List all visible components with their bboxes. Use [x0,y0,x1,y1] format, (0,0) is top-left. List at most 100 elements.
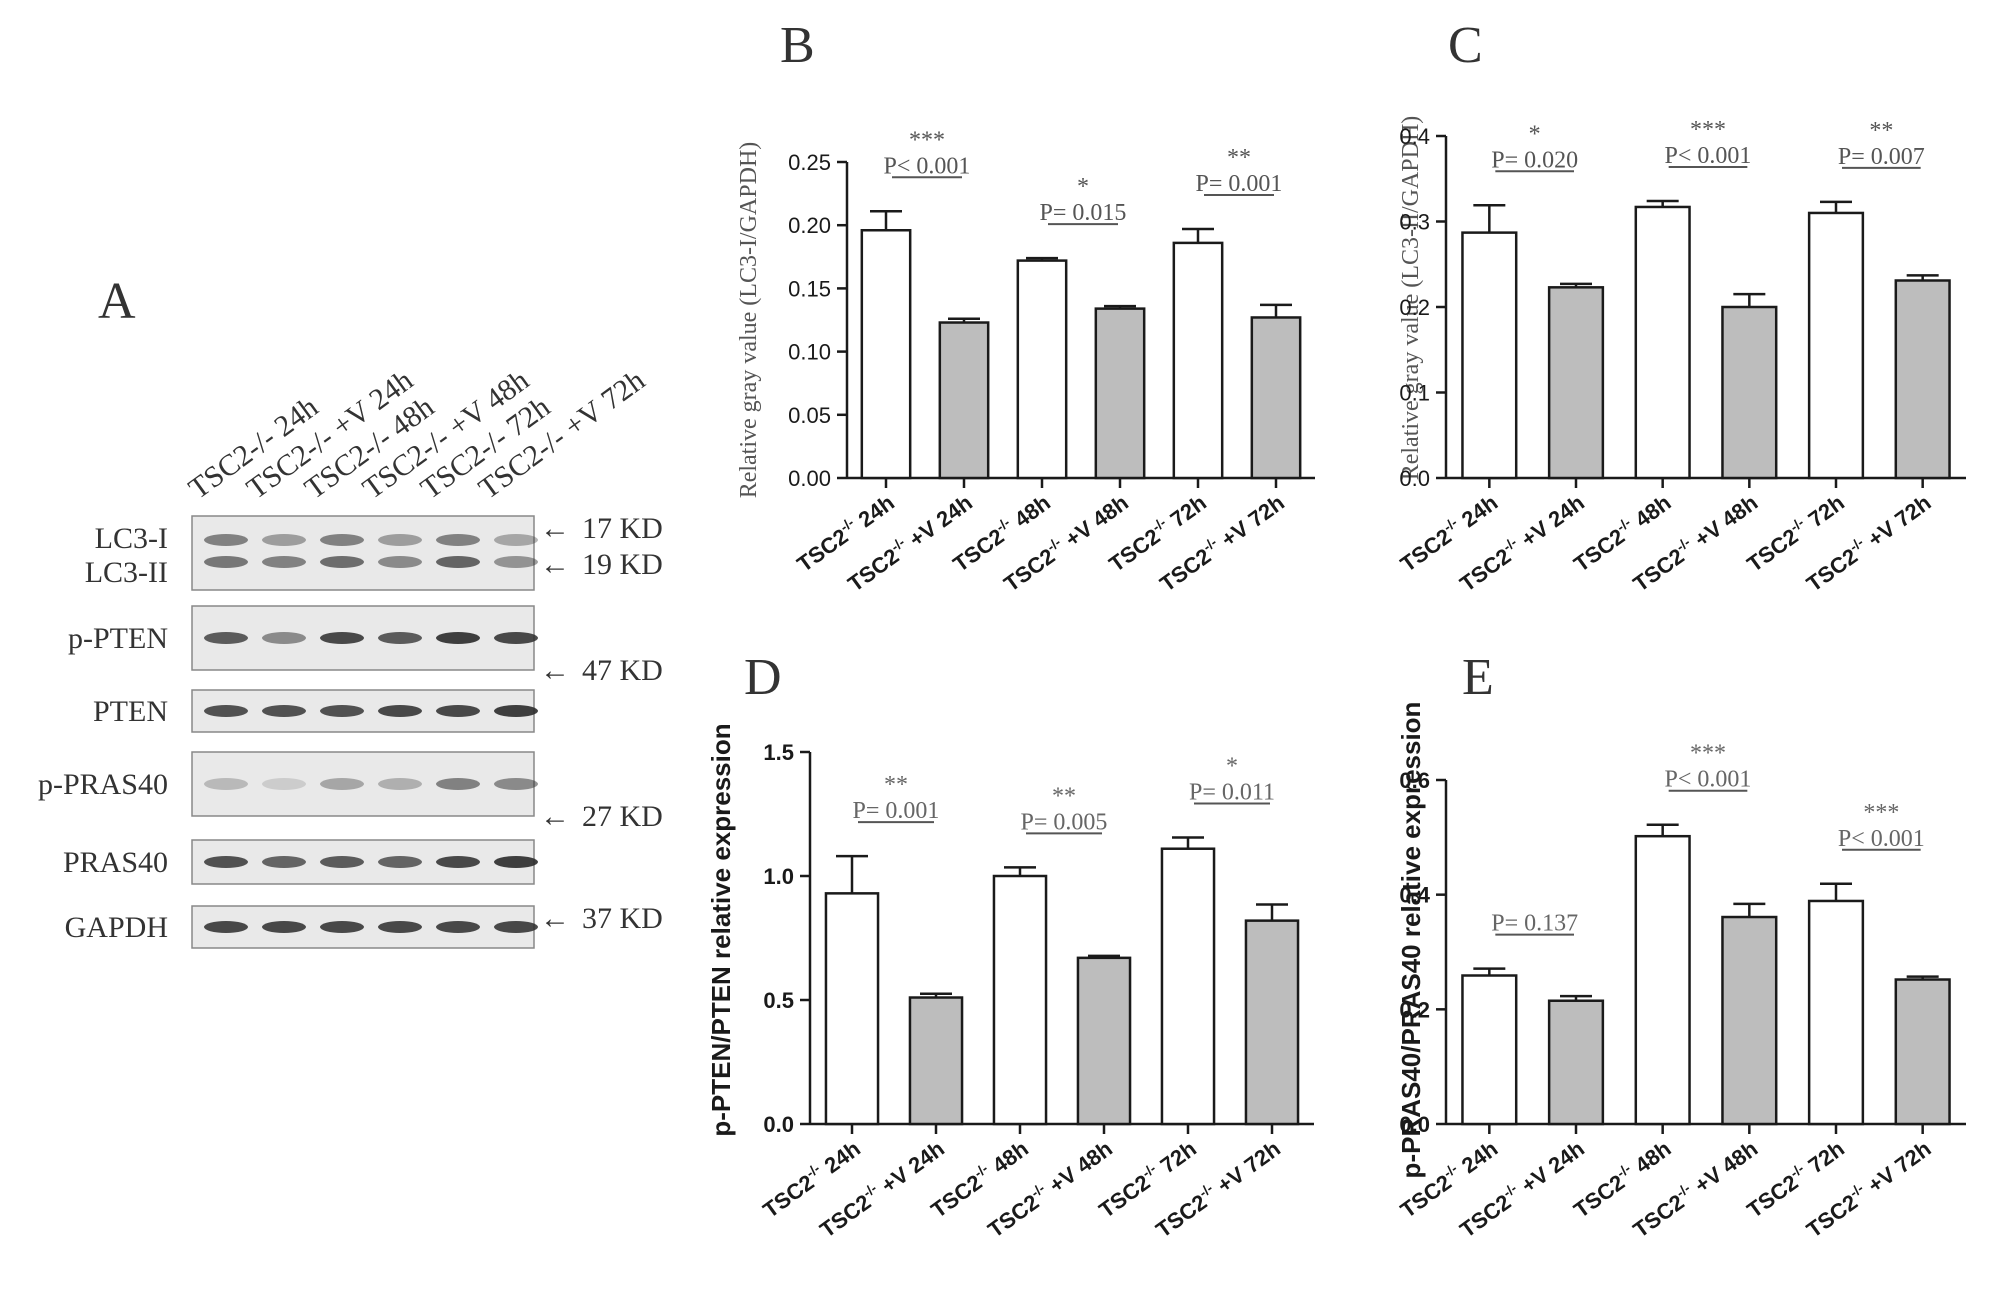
significance-stars: * [1077,174,1089,200]
bar [1634,205,1691,480]
x-tick-category: +V 24h [871,1136,949,1202]
blot-band [378,856,422,868]
significance-stars: ** [884,772,908,798]
blot-band [204,632,248,644]
x-tick-category: 72h [1799,1136,1849,1182]
y-tick-label: 0.3 [1399,210,1430,235]
marker-arrow: ← [540,548,570,581]
blot-row-label: p-PTEN [68,622,168,655]
y-axis-label: Relative gray value (LC3-I/GAPDH) [736,142,762,499]
bar [1461,974,1518,1126]
panel-letter: D [744,649,782,706]
marker-label: 19 KD [582,548,663,581]
x-tick-category: +V 72h [1211,490,1289,556]
x-tick-category: +V 48h [1039,1136,1117,1202]
blot-band [378,778,422,790]
p-value-label: P= 0.015 [1040,200,1127,226]
blot-band [204,556,248,568]
bar [1244,919,1300,1126]
blot-band [320,705,364,717]
x-tick-category: +V 24h [1511,490,1589,556]
blot-band [378,534,422,546]
p-value-label: P= 0.020 [1491,147,1578,173]
bar [992,874,1048,1126]
x-tick-category: 72h [1151,1136,1201,1182]
y-tick-label: 0.10 [788,340,831,365]
significance-stars: * [1226,754,1238,780]
bar [1547,999,1605,1126]
chart-c: C Relative gray value (LC3-II/GAPDH)0.0 0.… [1396,17,1966,597]
blot-band [204,778,248,790]
p-value-label: P< 0.001 [884,153,971,179]
x-tick-label: TSC2-/- +V 48h [998,488,1133,596]
y-tick-label: 0.4 [1399,883,1430,908]
bar-charts: B Relative gray value (LC3-I/GAPDH) 0.00 0.… [706,17,1966,1243]
x-tick-category: 24h [1452,490,1502,536]
y-tick-label: 0.0 [1399,1112,1430,1137]
blot-band [262,556,306,568]
y-tick-label: 0.05 [788,403,831,428]
significance-stars: *** [1690,741,1726,767]
y-tick-label: 0.6 [1399,768,1430,793]
bar [1250,316,1302,480]
bar [1634,834,1691,1126]
chart-d: Dp-PTEN/PTEN relative expression 0.0 0.5 1.… [706,649,1314,1243]
blot-row-label: LC3-II [85,556,168,589]
x-tick-category: +V 48h [1685,490,1763,556]
bar [824,892,880,1126]
x-tick-category: +V 24h [1511,1136,1589,1202]
x-tick-category: 48h [1625,490,1675,536]
p-value-label: P< 0.001 [1665,143,1752,169]
y-tick-label: 0.4 [1399,124,1430,149]
blot-band [204,705,248,717]
blot-band [494,534,538,546]
p-value-label: P< 0.001 [1665,767,1752,793]
panel-letter: E [1462,649,1494,706]
blot-band [320,856,364,868]
x-tick-category: 48h [983,1136,1033,1182]
blot-band [436,534,480,546]
blot-row-label: PTEN [93,695,168,728]
p-value-label: P= 0.001 [1196,171,1283,197]
y-tick-label: 0.2 [1399,997,1430,1022]
blot-band [494,705,538,717]
blot-band [320,921,364,933]
blot-band [494,856,538,868]
blot-band [262,632,306,644]
x-tick-category: 24h [1452,1136,1502,1182]
panel-letter: C [1448,17,1483,74]
bar [1721,915,1778,1126]
blot-band [204,921,248,933]
y-tick-label: 0.25 [788,150,831,175]
blot-band [262,856,306,868]
blot-band [494,632,538,644]
blot-row: p-PTEN [68,605,538,671]
blot-band [436,632,480,644]
p-value-label: P= 0.007 [1838,144,1925,170]
significance-stars: *** [1863,800,1899,826]
blot-row: PRAS40 [63,839,538,885]
y-tick-label: 0.20 [788,213,831,238]
y-tick-label: 0.00 [788,466,831,491]
bar [1807,899,1865,1126]
y-axis-label: p-PRAS40/PRAS40 relative expression [1396,702,1426,1179]
blot-band [378,705,422,717]
blot-band [378,632,422,644]
significance-stars: *** [1690,117,1726,143]
bar [1016,259,1068,480]
bar [1094,307,1146,480]
x-tick-category: +V 72h [1858,490,1936,556]
blot-row: GAPDH [65,905,538,949]
p-value-label: P< 0.001 [1838,826,1925,852]
chart-b: B Relative gray value (LC3-I/GAPDH) 0.00 0.… [736,17,1315,597]
blot-band [494,556,538,568]
blot-band [262,778,306,790]
blot-markers: ← 17 KD ← 19 KD ← 47 KD ← 27 KD ← 37 KD [540,512,663,935]
blot-row-label: GAPDH [65,911,168,944]
y-axis-label: Relative gray value (LC3-II/GAPDH) [1398,116,1424,481]
panel-letter: B [780,17,815,74]
